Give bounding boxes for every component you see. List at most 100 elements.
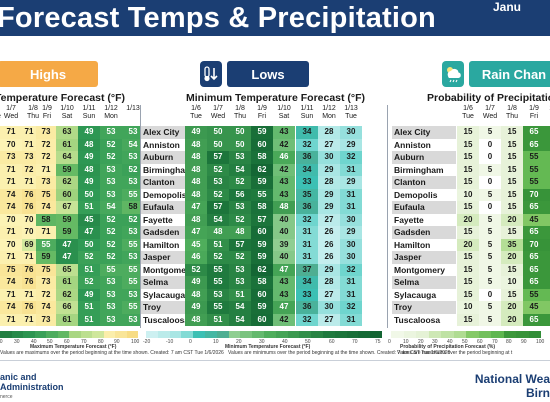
lows-cell: 31: [296, 226, 318, 239]
highs-cell: 53: [122, 176, 144, 189]
highs-cell: 53: [122, 313, 144, 326]
highs-cell: 70: [0, 138, 22, 151]
rain-cell: 65: [523, 263, 545, 276]
highs-cell: 54: [122, 138, 144, 151]
highs-cell: 55: [100, 263, 122, 276]
city-label: Tuscaloosa: [392, 313, 456, 326]
highs-cell: 53: [100, 301, 122, 314]
legend-swatch: [528, 331, 541, 338]
legend-swatch: [453, 331, 466, 338]
agency-line-3: nerce: [0, 394, 13, 400]
lows-cell: 29: [340, 226, 362, 239]
highs-cell: 74: [36, 301, 56, 314]
city-label: Birmingham: [392, 163, 456, 176]
lows-cell: 52: [207, 163, 229, 176]
highs-cell: 71: [0, 176, 22, 189]
agency-line-1: anic and: [0, 372, 37, 382]
highs-cell: 51: [78, 313, 100, 326]
rain-cloud-icon: [442, 61, 464, 87]
lows-cell: 43: [273, 288, 295, 301]
rain-cell: 35: [501, 238, 523, 251]
city-label: Eufaula: [141, 201, 185, 214]
lows-cell: 32: [340, 263, 362, 276]
rain-label: Rain Chan: [469, 61, 550, 87]
lows-cell: 53: [207, 176, 229, 189]
highs-cell: 55: [122, 301, 144, 314]
lows-cell: 51: [207, 313, 229, 326]
city-label: Jasper: [392, 251, 456, 264]
legend-tick-label: 20: [418, 339, 424, 345]
highs-cell: 51: [78, 263, 100, 276]
lows-cell: 54: [229, 301, 251, 314]
lows-cell: 31: [340, 313, 362, 326]
lows-cell: 51: [207, 238, 229, 251]
rain-cell: 45: [545, 301, 550, 314]
lows-cell: 32: [296, 313, 318, 326]
legend-swatch: [503, 331, 516, 338]
lows-cell: 42: [273, 138, 295, 151]
city-label: Demopolis: [141, 188, 187, 201]
divider: [140, 105, 141, 328]
lows-color-legend: [146, 331, 382, 338]
rain-cell: 15: [501, 126, 523, 139]
highs-cell: 50: [78, 238, 100, 251]
highs-cell: 54: [100, 201, 122, 214]
highs-cell: 53: [100, 176, 122, 189]
legend-tick-label: 75: [375, 339, 381, 345]
rain-cell: 70: [523, 188, 545, 201]
highs-cell: 71: [22, 313, 36, 326]
highs-cell: 52: [100, 238, 122, 251]
legend-swatch: [146, 331, 158, 338]
rain-cell: 15: [457, 226, 479, 239]
lows-weekday-label: Sat: [278, 113, 290, 120]
lows-cell: 30: [340, 251, 362, 264]
lows-weekday-label: Mon: [322, 113, 336, 120]
highs-cell: 61: [56, 313, 78, 326]
rain-cell: 10: [501, 276, 523, 289]
lows-cell: 27: [318, 213, 340, 226]
highs-cell: 55: [122, 263, 144, 276]
lows-cell: 32: [296, 138, 318, 151]
lows-cell: 48: [207, 226, 229, 239]
lows-weekday-label: Tue: [345, 113, 357, 120]
city-label: Montgomery: [141, 263, 194, 276]
lows-cell: 42: [273, 163, 295, 176]
highs-cell: 52: [100, 138, 122, 151]
legend-tick-label: 60: [329, 339, 335, 345]
legend-tick-label: 100: [131, 339, 140, 345]
city-label: Alex City: [392, 126, 456, 139]
highs-cell: 71: [36, 163, 56, 176]
agency-line-2: Administration: [0, 382, 64, 392]
lows-cell: 33: [296, 288, 318, 301]
legend-swatch: [275, 331, 288, 338]
rain-subtitle: Probability of Precipitation F: [427, 92, 550, 104]
footer-divider: [0, 360, 550, 361]
legend-swatch: [69, 331, 81, 338]
rain-cell: 55: [545, 151, 550, 164]
lows-cell: 34: [296, 276, 318, 289]
legend-swatch: [403, 331, 416, 338]
rain-cell: 15: [501, 226, 523, 239]
thermometer-down-icon: [200, 61, 222, 87]
lows-cell: 53: [229, 276, 251, 289]
rain-cell: 65: [523, 126, 545, 139]
lows-cell: 57: [207, 201, 229, 214]
legend-swatch: [157, 331, 170, 338]
legend-swatch: [428, 331, 441, 338]
lows-cell: 32: [340, 301, 362, 314]
lows-cell: 31: [340, 163, 362, 176]
legend-tick-label: -20: [143, 339, 151, 345]
lows-cell: 52: [229, 251, 251, 264]
highs-cell: 48: [78, 163, 100, 176]
legend-tick-label: 40: [31, 339, 37, 345]
lows-cell: 31: [340, 201, 362, 214]
lows-cell: 60: [251, 226, 273, 239]
legend-tick-label: 60: [64, 339, 70, 345]
rain-cell: 55: [545, 288, 550, 301]
rain-cell: 20: [501, 301, 523, 314]
rain-cell: 65: [545, 276, 550, 289]
lows-cell: 52: [207, 251, 229, 264]
highs-cell: 61: [56, 276, 78, 289]
rain-cell: 15: [501, 151, 523, 164]
highs-cell: 70: [0, 213, 22, 226]
